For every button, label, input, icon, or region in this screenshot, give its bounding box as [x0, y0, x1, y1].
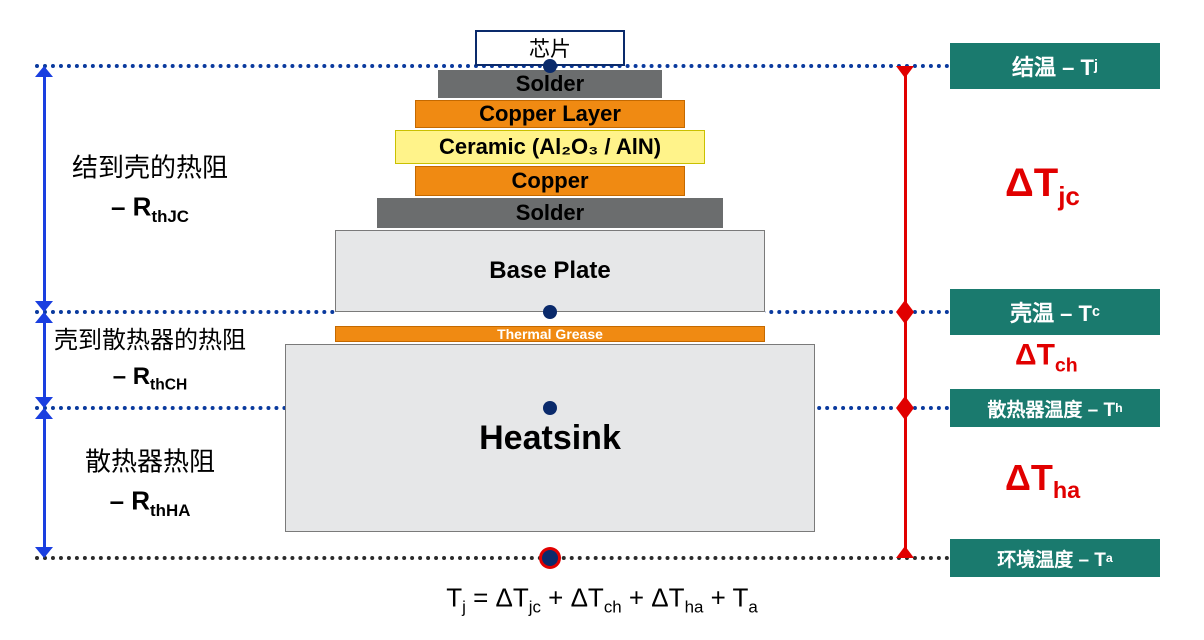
red-head-up-1	[896, 300, 914, 312]
blue-head-up-1	[35, 312, 53, 323]
lbl-rthjc: 结到壳的热阻– RthJC	[72, 149, 228, 230]
delta-tjc: ΔTjc	[1005, 161, 1080, 212]
layer-copper: Copper	[415, 166, 685, 196]
red-head-down-0	[896, 66, 914, 78]
red-head-up-3	[896, 546, 914, 558]
layer-copper-layer: Copper Layer	[415, 100, 685, 128]
blue-span-2	[43, 410, 46, 556]
badge-ta: 环境温度 – Ta	[950, 539, 1160, 577]
layer-ceramic: Ceramic (Al₂O₃ / AlN)	[395, 130, 705, 164]
lbl-rthha: 散热器热阻– RthHA	[85, 443, 215, 524]
delta-tha: ΔTha	[1005, 457, 1080, 504]
red-head-down-2	[896, 408, 914, 420]
badge-tj: 结温 – Tj	[950, 43, 1160, 89]
blue-head-up-2	[35, 408, 53, 419]
layer-heatsink: Heatsink	[285, 344, 815, 532]
layer-solder2: Solder	[377, 198, 723, 228]
formula: Tj = ΔTjc + ΔTch + ΔTha + Ta	[446, 582, 758, 617]
layer-thermal-grease: Thermal Grease	[335, 326, 765, 342]
blue-head-down-2	[35, 547, 53, 558]
layer-base-plate: Base Plate	[335, 230, 765, 312]
red-head-up-2	[896, 396, 914, 408]
line-ta	[35, 556, 950, 560]
dot-ta	[542, 550, 558, 566]
blue-head-down-0	[35, 301, 53, 312]
blue-head-down-1	[35, 397, 53, 408]
red-head-down-1	[896, 312, 914, 324]
blue-span-0	[43, 68, 46, 310]
dot-tc	[543, 305, 557, 319]
delta-tch: ΔTch	[1015, 339, 1078, 378]
badge-th: 散热器温度 – Th	[950, 389, 1160, 427]
blue-span-1	[43, 314, 46, 406]
dot-th	[543, 401, 557, 415]
badge-tc: 壳温 – Tc	[950, 289, 1160, 335]
dot-tj	[543, 59, 557, 73]
lbl-rthch: 壳到散热器的热阻– RthCH	[54, 323, 246, 397]
blue-head-up-0	[35, 66, 53, 77]
layer-solder1: Solder	[438, 70, 662, 98]
